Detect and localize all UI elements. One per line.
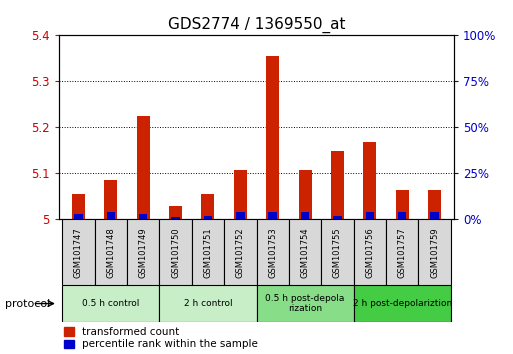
Text: 2 h control: 2 h control <box>184 299 232 308</box>
Bar <box>94 219 127 285</box>
Bar <box>169 206 182 219</box>
Bar <box>363 142 377 219</box>
Text: GSM101752: GSM101752 <box>236 227 245 278</box>
Bar <box>62 219 94 285</box>
Text: GSM101757: GSM101757 <box>398 227 407 278</box>
Bar <box>74 214 83 219</box>
Text: GSM101751: GSM101751 <box>204 227 212 278</box>
Text: GSM101753: GSM101753 <box>268 227 277 278</box>
Text: GSM101748: GSM101748 <box>106 227 115 278</box>
Bar <box>104 181 117 219</box>
Bar <box>299 170 311 219</box>
Title: GDS2774 / 1369550_at: GDS2774 / 1369550_at <box>168 16 345 33</box>
Bar <box>236 212 245 219</box>
Text: protocol: protocol <box>5 299 50 309</box>
Bar <box>192 219 224 285</box>
Bar <box>386 219 419 285</box>
Bar <box>419 219 451 285</box>
Text: GSM101755: GSM101755 <box>333 227 342 278</box>
Bar <box>321 219 353 285</box>
Bar <box>160 219 192 285</box>
Bar <box>139 214 147 219</box>
Bar <box>353 219 386 285</box>
Text: GSM101749: GSM101749 <box>139 227 148 278</box>
Text: 0.5 h post-depola
rization: 0.5 h post-depola rization <box>265 294 345 313</box>
Bar <box>224 219 256 285</box>
Bar <box>204 216 212 219</box>
Bar <box>107 212 115 219</box>
Bar <box>72 194 85 219</box>
Bar <box>366 212 374 219</box>
Text: 2 h post-depolariztion: 2 h post-depolariztion <box>352 299 452 308</box>
Bar <box>266 56 279 219</box>
Bar <box>202 194 214 219</box>
Bar <box>331 152 344 219</box>
Bar <box>62 285 160 322</box>
Bar <box>136 116 150 219</box>
Text: GSM101759: GSM101759 <box>430 227 439 278</box>
Bar <box>301 212 309 219</box>
Bar <box>430 212 439 219</box>
Text: 0.5 h control: 0.5 h control <box>82 299 140 308</box>
Bar <box>333 216 342 219</box>
Bar <box>234 170 247 219</box>
Bar <box>171 217 180 219</box>
Bar <box>289 219 321 285</box>
Bar <box>353 285 451 322</box>
Bar <box>268 212 277 219</box>
Bar <box>160 285 256 322</box>
Bar <box>398 212 406 219</box>
Bar <box>256 285 353 322</box>
Legend: transformed count, percentile rank within the sample: transformed count, percentile rank withi… <box>64 327 258 349</box>
Bar <box>428 189 441 219</box>
Text: GSM101750: GSM101750 <box>171 227 180 278</box>
Text: GSM101747: GSM101747 <box>74 227 83 278</box>
Text: GSM101756: GSM101756 <box>365 227 374 278</box>
Bar <box>396 189 409 219</box>
Text: GSM101754: GSM101754 <box>301 227 309 278</box>
Bar <box>127 219 160 285</box>
Bar <box>256 219 289 285</box>
